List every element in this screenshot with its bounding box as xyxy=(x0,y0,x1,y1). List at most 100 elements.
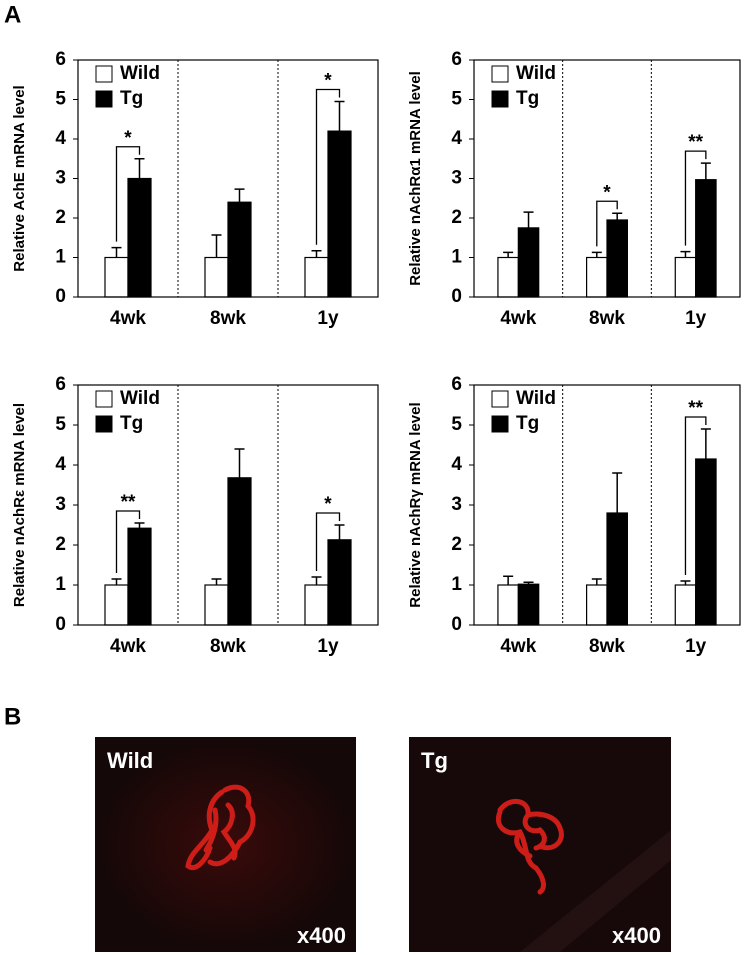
significance-bracket xyxy=(115,510,141,573)
x-tick-label: 4wk xyxy=(500,308,536,329)
y-tick-label: 6 xyxy=(55,374,66,395)
y-tick-label: 1 xyxy=(451,574,462,595)
significance-bracket xyxy=(684,416,707,575)
error-bar xyxy=(334,524,345,540)
significance-bracket xyxy=(315,88,341,245)
bar xyxy=(304,584,329,626)
error-bar xyxy=(234,448,245,478)
significance: * xyxy=(324,494,332,515)
y-tick-label: 0 xyxy=(451,614,462,635)
legend-label: Tg xyxy=(120,88,143,109)
y-tick-label: 1 xyxy=(55,247,66,268)
magnification: x400 xyxy=(612,923,661,948)
bar xyxy=(586,584,608,626)
significance-bracket xyxy=(315,512,341,571)
bar xyxy=(204,256,229,298)
micrograph: Tg x400 xyxy=(409,737,671,952)
legend-swatch xyxy=(95,415,113,433)
y-tick-label: 5 xyxy=(451,89,462,110)
y-tick-label: 1 xyxy=(451,247,462,268)
y-tick-label: 2 xyxy=(451,534,462,555)
y-tick-label: 0 xyxy=(55,286,66,307)
y-tick-label: 6 xyxy=(55,49,66,70)
error-bar xyxy=(311,576,322,585)
significance: * xyxy=(324,70,332,91)
y-tick-label: 0 xyxy=(451,286,462,307)
x-tick-label: 4wk xyxy=(110,636,146,657)
legend-label: Tg xyxy=(120,413,143,434)
y-axis-label: Relative nAchRγ mRNA level xyxy=(407,402,424,607)
error-bar xyxy=(334,100,345,132)
x-tick-label: 8wk xyxy=(210,636,246,657)
legend-swatch xyxy=(95,65,113,83)
error-bar xyxy=(680,250,691,258)
bar xyxy=(127,527,152,626)
legend-label: Wild xyxy=(120,388,160,409)
bar xyxy=(104,256,129,298)
error-bar xyxy=(680,580,691,585)
legend-label: Tg xyxy=(516,88,539,109)
plot-frame xyxy=(77,59,379,298)
y-tick-label: 4 xyxy=(55,454,66,475)
error-bar xyxy=(700,162,711,180)
error-bar xyxy=(211,234,222,258)
legend-label: Wild xyxy=(120,63,160,84)
significance: ** xyxy=(688,398,703,419)
bar xyxy=(517,227,540,298)
y-tick-label: 3 xyxy=(55,168,66,189)
x-tick-label: 8wk xyxy=(589,636,625,657)
y-tick-label: 0 xyxy=(55,614,66,635)
y-tick-label: 4 xyxy=(451,128,462,149)
significance-bracket xyxy=(596,200,618,247)
significance-bracket xyxy=(115,146,141,242)
error-bar xyxy=(311,250,322,258)
plot-frame xyxy=(473,59,741,298)
legend-label: Tg xyxy=(516,413,539,434)
bar xyxy=(606,512,628,626)
y-tick-label: 6 xyxy=(451,374,462,395)
x-tick-label: 1y xyxy=(317,308,339,329)
x-tick-label: 1y xyxy=(685,308,707,329)
y-axis-label: Relative AchE mRNA level xyxy=(11,85,28,271)
image-label: Wild xyxy=(107,748,153,773)
legend-swatch xyxy=(491,90,509,108)
plot-frame xyxy=(77,384,379,626)
bar xyxy=(497,584,519,626)
y-tick-label: 2 xyxy=(55,207,66,228)
y-tick-label: 4 xyxy=(451,454,462,475)
y-axis-label: Relative nAchRε mRNA level xyxy=(11,403,28,607)
x-tick-label: 8wk xyxy=(589,308,625,329)
legend-label: Wild xyxy=(516,388,556,409)
legend-swatch xyxy=(491,390,509,408)
error-bar xyxy=(111,578,122,585)
error-bar xyxy=(234,188,245,203)
legend-swatch xyxy=(491,415,509,433)
bar xyxy=(304,256,329,298)
error-bar xyxy=(591,251,602,258)
y-tick-label: 3 xyxy=(451,168,462,189)
error-bar xyxy=(111,246,122,258)
significance: * xyxy=(124,128,132,149)
panel-label: B xyxy=(4,703,21,730)
error-bar xyxy=(134,158,145,179)
bar xyxy=(674,256,697,298)
x-tick-label: 4wk xyxy=(110,308,146,329)
y-tick-label: 5 xyxy=(451,414,462,435)
y-tick-label: 6 xyxy=(451,49,462,70)
error-bar xyxy=(591,578,602,585)
significance: ** xyxy=(121,492,136,513)
bar xyxy=(674,584,697,626)
y-tick-label: 5 xyxy=(55,89,66,110)
bar xyxy=(227,477,252,626)
y-tick-label: 2 xyxy=(451,207,462,228)
bar xyxy=(695,179,717,298)
error-bar xyxy=(700,428,711,459)
error-bar xyxy=(523,211,534,228)
error-bar xyxy=(612,212,623,220)
error-bar xyxy=(612,472,623,513)
bar xyxy=(606,219,628,298)
error-bar xyxy=(211,578,222,585)
x-tick-label: 1y xyxy=(685,636,707,657)
significance: * xyxy=(603,182,611,203)
